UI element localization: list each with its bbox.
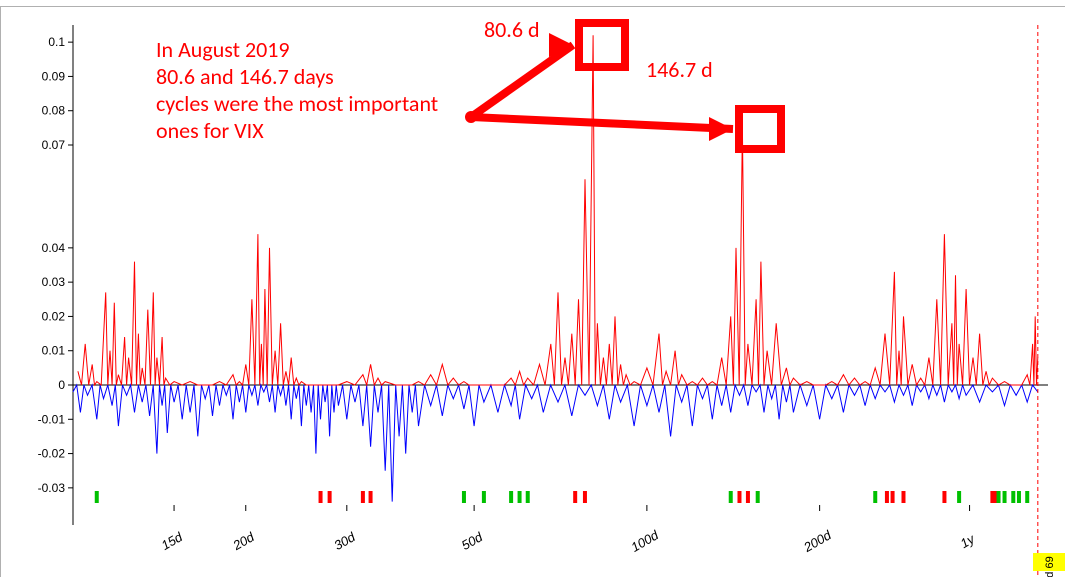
highlight-box-1	[579, 23, 625, 67]
y-tick-label: 0.09	[42, 69, 66, 83]
y-tick-label: 0.1	[48, 35, 65, 49]
arrow-head-2	[709, 117, 733, 141]
y-tick-label: 0	[58, 378, 65, 392]
marker-green	[462, 491, 466, 503]
annotation-text-line: In August 2019	[156, 36, 290, 63]
peak1-label: 80.6 d	[484, 16, 540, 43]
x-tick-label: 1y	[958, 530, 979, 551]
marker-green	[526, 491, 530, 503]
arrow-shaft-2	[471, 117, 733, 129]
y-tick-label: 0.02	[42, 309, 66, 323]
marker-red	[573, 491, 577, 503]
marker-red	[942, 491, 946, 503]
chart-container: -0.03 -0.02 -0.01 0 0.01 0.02 0.03 0.04 0.07 0.08…	[0, 6, 1065, 577]
annotation-text-line: ones for VIX	[156, 117, 264, 144]
marker-green	[95, 491, 99, 503]
marker-green	[1011, 491, 1015, 503]
spectrum-chart: -0.03 -0.02 -0.01 0 0.01 0.02 0.03 0.04 0.07 0.08…	[1, 7, 1065, 577]
marker-red	[328, 491, 332, 503]
annotation-text-line: 80.6 and 146.7 days	[156, 63, 334, 90]
peak2-label: 146.7 d	[646, 56, 713, 83]
arrow-tail	[465, 111, 477, 123]
y-tick-label: 0.03	[42, 275, 66, 289]
marker-green	[1025, 491, 1029, 503]
status-readout: d 69	[1044, 556, 1056, 577]
annotation-text-line: cycles were the most important	[156, 90, 438, 117]
marker-red	[891, 491, 895, 503]
negative-series	[73, 385, 1038, 502]
marker-red	[583, 491, 587, 503]
marker-green	[1003, 491, 1007, 503]
marker-green	[957, 491, 961, 503]
marker-green	[729, 491, 733, 503]
marker-red	[901, 491, 905, 503]
y-tick-label: 0.04	[42, 241, 66, 255]
y-tick-label: 0.01	[42, 344, 66, 358]
y-tick-label: -0.01	[38, 412, 66, 426]
marker-red	[885, 491, 889, 503]
marker-green	[518, 491, 522, 503]
marker-red	[319, 491, 323, 503]
marker-green	[756, 491, 760, 503]
highlight-box-2	[739, 109, 781, 149]
marker-green	[482, 491, 486, 503]
marker-green	[873, 491, 877, 503]
y-tick-label: -0.03	[38, 481, 66, 495]
y-tick-label: 0.08	[42, 104, 66, 118]
arrow-shaft-1	[471, 45, 573, 117]
y-tick-label: 0.07	[42, 138, 66, 152]
marker-green	[1017, 491, 1021, 503]
x-tick-label: 30d	[331, 529, 358, 553]
x-tick-label: 100d	[628, 527, 661, 555]
y-tick-label: -0.02	[38, 447, 66, 461]
marker-green	[997, 491, 1001, 503]
x-tick-label: 15d	[159, 529, 186, 553]
x-tick-label: 200d	[800, 527, 834, 555]
marker-red	[746, 491, 750, 503]
x-tick-label: 50d	[459, 529, 486, 553]
marker-red	[361, 491, 365, 503]
x-tick-label: 20d	[229, 529, 257, 554]
marker-red	[369, 491, 373, 503]
marker-green	[509, 491, 513, 503]
marker-red	[737, 491, 741, 503]
